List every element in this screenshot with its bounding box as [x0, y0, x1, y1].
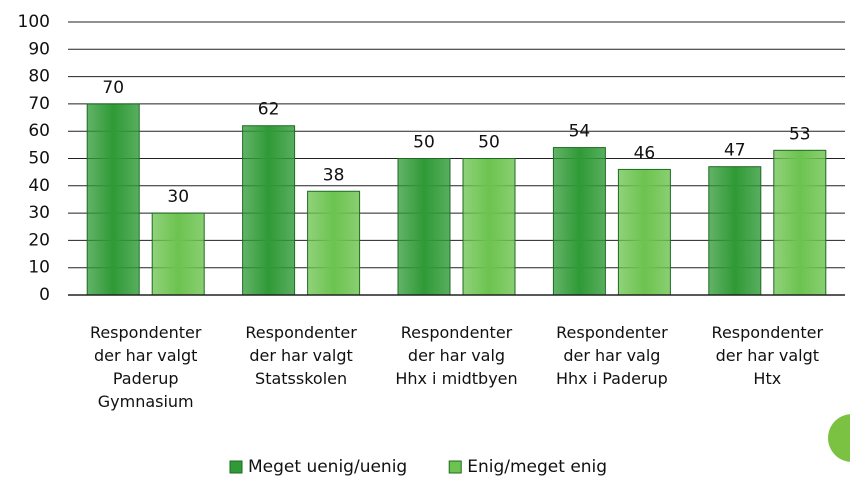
page-badge — [828, 414, 850, 462]
bar — [86, 103, 140, 296]
bar — [773, 149, 827, 296]
value-label: 46 — [634, 143, 656, 163]
y-tick-label: 60 — [28, 121, 50, 141]
bar — [617, 168, 671, 296]
x-tick-label: Respondenter der har valg Hhx i midtbyen — [395, 323, 518, 388]
value-label: 50 — [413, 133, 435, 153]
value-label: 38 — [323, 165, 345, 185]
y-tick-label: 100 — [18, 12, 50, 32]
value-label: 30 — [167, 187, 189, 207]
bar — [397, 158, 451, 296]
y-tick-label: 10 — [28, 258, 50, 278]
legend-swatch — [448, 460, 462, 474]
value-label: 54 — [569, 122, 591, 142]
y-tick-label: 30 — [28, 203, 50, 223]
y-tick-label: 50 — [28, 149, 50, 169]
bar — [242, 125, 296, 296]
bar — [307, 190, 361, 296]
value-label: 62 — [258, 100, 280, 120]
value-label: 53 — [789, 124, 811, 144]
bar — [462, 158, 516, 296]
legend-swatch — [229, 460, 243, 474]
y-tick-label: 0 — [39, 285, 50, 305]
x-tick-label: Respondenter der har valg Hhx i Paderup — [555, 323, 668, 388]
y-tick-label: 40 — [28, 176, 50, 196]
legend-label: Enig/meget enig — [467, 457, 607, 477]
x-tick-label: Respondenter der har valgt Paderup Gymna… — [89, 323, 202, 411]
value-label: 50 — [478, 133, 500, 153]
legend-label: Meget uenig/uenig — [248, 457, 407, 477]
y-tick-label: 80 — [28, 67, 50, 87]
value-label: 70 — [102, 78, 124, 98]
bar — [151, 212, 205, 296]
y-tick-label: 90 — [28, 39, 50, 59]
x-tick-label: Respondenter der har valgt Htx — [711, 323, 824, 388]
y-tick-label: 70 — [28, 94, 50, 114]
y-tick-label: 20 — [28, 230, 50, 250]
bar — [708, 166, 762, 296]
value-label: 47 — [724, 141, 746, 161]
x-tick-label: Respondenter der har valgt Statsskolen — [245, 323, 357, 388]
bar — [552, 147, 606, 296]
